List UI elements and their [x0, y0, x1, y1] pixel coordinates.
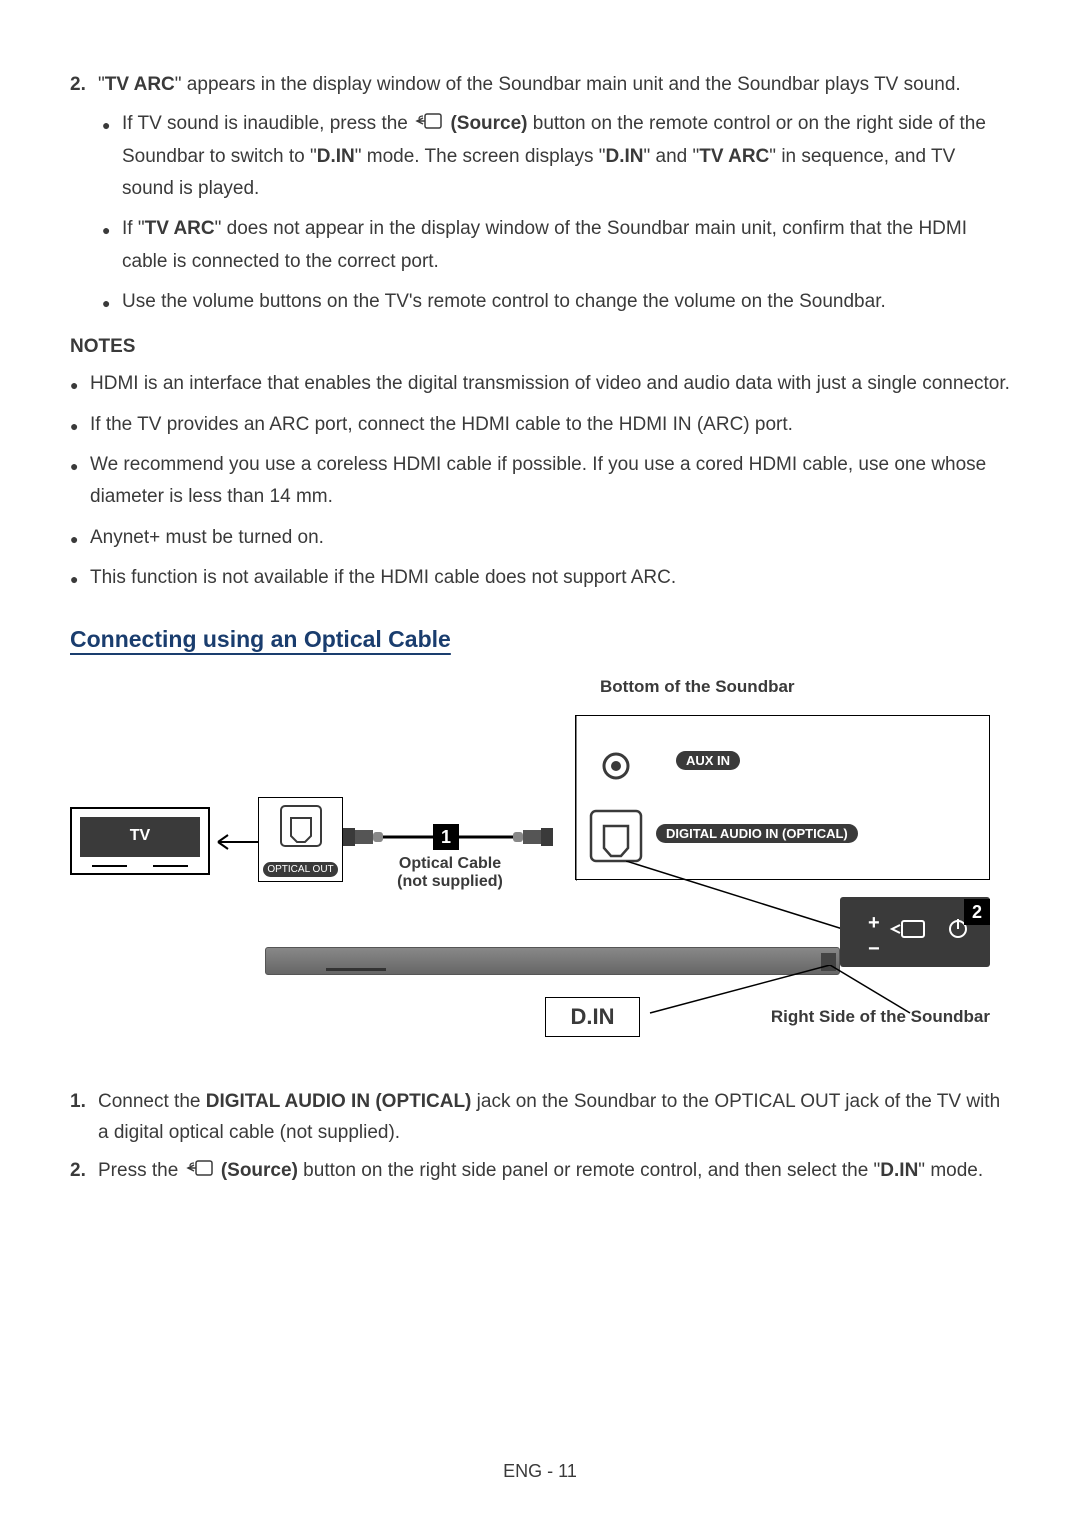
bottom-step-1: 1. Connect the DIGITAL AUDIO IN (OPTICAL… [70, 1087, 1010, 1148]
step-text: "TV ARC" appears in the display window o… [98, 70, 1010, 100]
bullet-item: ● If "TV ARC" does not appear in the dis… [102, 213, 1010, 278]
page-footer: ENG - 11 [0, 1461, 1080, 1482]
cable-label: Optical Cable (not supplied) [385, 855, 515, 891]
bullet-item: ● Use the volume buttons on the TV's rem… [102, 286, 1010, 318]
badge-2: 2 [964, 899, 990, 925]
step-number: 2. [70, 1156, 98, 1187]
tv-label: TV [80, 817, 200, 857]
tv-box: TV [70, 807, 210, 875]
note-item: ● This function is not available if the … [70, 562, 1010, 594]
bottom-step-2: 2. Press the (Source) button on the righ… [70, 1156, 1010, 1187]
badge-1: 1 [433, 824, 459, 850]
svg-text:−: − [868, 938, 880, 960]
bullet-item: ● If TV sound is inaudible, press the (S… [102, 108, 1010, 205]
note-item: ● If the TV provides an ARC port, connec… [70, 409, 1010, 441]
optical-cable-diagram: Bottom of the Soundbar TV OPTICAL OUT 1 [70, 677, 1010, 1057]
optical-out-label: OPTICAL OUT [263, 862, 338, 877]
section-heading: Connecting using an Optical Cable [70, 626, 1010, 653]
step-2: 2. "TV ARC" appears in the display windo… [70, 70, 1010, 100]
notes-heading: NOTES [70, 336, 1010, 358]
soundbar-panel: AUX IN DIGITAL AUDIO IN (OPTICAL) [575, 715, 990, 880]
aux-in-label: AUX IN [676, 751, 740, 770]
step-number: 2. [70, 70, 98, 100]
step-number: 1. [70, 1087, 98, 1148]
note-item: ● We recommend you use a coreless HDMI c… [70, 449, 1010, 514]
right-side-label: Right Side of the Soundbar [771, 1007, 990, 1027]
source-icon [415, 108, 443, 140]
digital-audio-label: DIGITAL AUDIO IN (OPTICAL) [656, 824, 858, 843]
note-item: ● Anynet+ must be turned on. [70, 522, 1010, 554]
source-icon [186, 1156, 214, 1186]
din-box: D.IN [545, 997, 640, 1037]
note-item: ● HDMI is an interface that enables the … [70, 368, 1010, 400]
svg-text:+: + [868, 912, 880, 934]
arrow-icon [210, 832, 260, 852]
bottom-soundbar-label: Bottom of the Soundbar [600, 677, 795, 697]
optical-out-port: OPTICAL OUT [258, 797, 343, 882]
